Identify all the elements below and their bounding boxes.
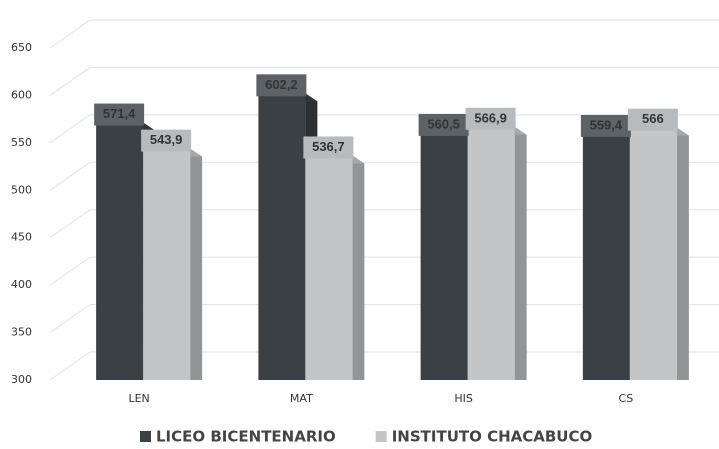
x-tick-label: HIS: [454, 392, 473, 405]
value-label-box: [627, 108, 678, 131]
y-tick-label: 500: [11, 183, 32, 196]
bar: [96, 122, 144, 381]
value-label: 559,4: [590, 117, 623, 132]
bar-side: [352, 155, 365, 380]
value-label: 602,2: [265, 77, 298, 92]
x-tick-label: LEN: [128, 392, 149, 405]
y-tick-label: 550: [11, 136, 32, 149]
value-label: 560,5: [427, 116, 460, 131]
bar-side: [676, 127, 689, 381]
bar: [467, 126, 515, 380]
y-tick-label: 300: [11, 373, 32, 386]
value-label-box: [418, 113, 469, 136]
bar: [143, 148, 191, 380]
bar: [305, 155, 353, 380]
bar: [629, 127, 677, 381]
y-tick-label: 450: [11, 231, 32, 244]
bar: [420, 132, 468, 380]
value-label: 566: [642, 111, 664, 126]
y-tick-label: 650: [11, 41, 32, 54]
value-label: 566,9: [474, 110, 507, 125]
bar: [258, 93, 306, 381]
legend-label: INSTITUTO CHACABUCO: [392, 428, 593, 446]
value-label: 536,7: [312, 139, 345, 154]
bar: [582, 133, 630, 380]
y-tick-label: 350: [11, 326, 32, 339]
value-label-box: [303, 136, 354, 159]
grid-line: [49, 66, 719, 96]
value-label-box: [256, 74, 307, 97]
grid-line: [49, 19, 719, 49]
x-tick-label: CS: [619, 392, 634, 405]
value-label-box: [141, 129, 192, 152]
value-label: 571,4: [103, 106, 136, 121]
value-label: 543,9: [150, 132, 183, 147]
legend-swatch: [375, 431, 387, 442]
y-tick-label: 600: [11, 88, 32, 101]
value-label-box: [94, 103, 145, 126]
bar-side: [190, 148, 203, 380]
legend-label: LICEO BICENTENARIO: [156, 428, 336, 446]
y-tick-label: 400: [11, 278, 32, 291]
bar-side: [514, 126, 527, 380]
x-tick-label: MAT: [290, 392, 313, 405]
value-label-box: [465, 107, 516, 130]
value-label-box: [580, 114, 631, 137]
legend-swatch: [140, 431, 151, 442]
